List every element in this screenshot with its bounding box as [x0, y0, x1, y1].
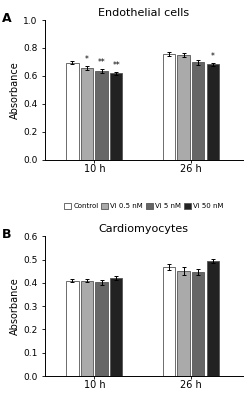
- Bar: [66, 281, 79, 376]
- Text: **: **: [112, 61, 120, 70]
- Bar: [96, 282, 108, 376]
- Bar: [96, 71, 108, 160]
- Bar: [81, 68, 93, 160]
- Text: *: *: [211, 52, 215, 61]
- Bar: [66, 62, 79, 160]
- Bar: [178, 55, 190, 160]
- Text: **: **: [98, 58, 106, 67]
- Bar: [192, 272, 204, 376]
- Text: A: A: [2, 12, 11, 25]
- Bar: [178, 271, 190, 376]
- Legend: Control, Vi 0.5 nM, Vi 5 nM, Vi 50 nM: Control, Vi 0.5 nM, Vi 5 nM, Vi 50 nM: [64, 203, 223, 209]
- Text: B: B: [2, 228, 11, 241]
- Bar: [110, 278, 122, 376]
- Y-axis label: Absorbance: Absorbance: [10, 61, 20, 119]
- Bar: [110, 73, 122, 160]
- Bar: [192, 62, 204, 160]
- Bar: [206, 261, 219, 376]
- Y-axis label: Absorbance: Absorbance: [10, 277, 20, 335]
- Text: *: *: [85, 55, 89, 64]
- Title: Endothelial cells: Endothelial cells: [98, 8, 189, 18]
- Bar: [206, 64, 219, 160]
- Title: Cardiomyocytes: Cardiomyocytes: [99, 224, 189, 234]
- Bar: [163, 54, 175, 160]
- Bar: [81, 281, 93, 376]
- Bar: [163, 267, 175, 376]
